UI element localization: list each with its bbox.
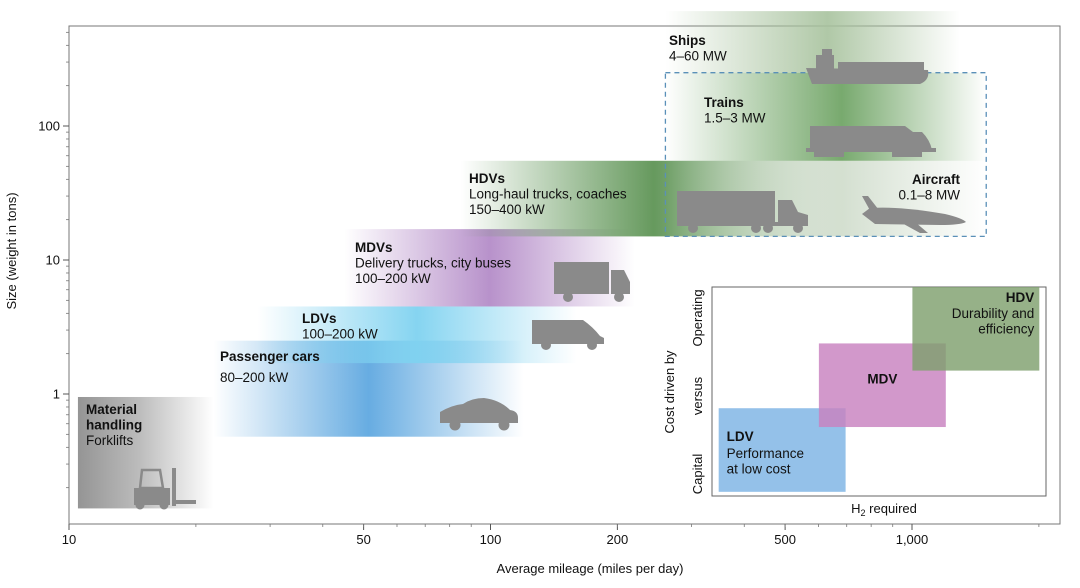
inset-y-low: Capital — [690, 454, 705, 495]
y-tick-label: 100 — [38, 119, 60, 134]
mdv-subtitle-line: 100–200 kW — [355, 271, 431, 286]
ships-title-line: Ships — [669, 33, 706, 48]
inset-y-mid: versus — [690, 376, 705, 415]
car-icon — [440, 398, 518, 431]
x-tick-label: 500 — [774, 532, 796, 547]
aircraft-subtitle-line: 0.1–8 MW — [898, 188, 960, 203]
inset-ldv-line: at low cost — [727, 462, 791, 477]
box-truck-icon — [554, 262, 630, 302]
aircraft-title-line: Aircraft — [912, 172, 961, 187]
x-axis-label: Average mileage (miles per day) — [497, 561, 684, 576]
material-subtitle-line: Forklifts — [86, 433, 134, 448]
y-tick-label: 1 — [53, 387, 60, 402]
inset-box-hdv — [912, 287, 1040, 371]
inset-hdv-line: efficiency — [978, 322, 1034, 337]
x-tick-label: 10 — [62, 532, 76, 547]
airplane-icon — [862, 196, 966, 233]
trains-title-line: Trains — [704, 95, 744, 110]
hdv-subtitle-line: 150–400 kW — [469, 202, 545, 217]
x-tick-label: 100 — [480, 532, 502, 547]
y-tick-label: 10 — [46, 253, 60, 268]
forklift-icon — [134, 468, 196, 510]
passenger-subtitle-line: 80–200 kW — [220, 370, 289, 385]
inset-hdv-line: Durability and — [952, 306, 1035, 321]
locomotive-icon — [806, 126, 936, 157]
inset-y-label: Cost driven by — [662, 350, 677, 434]
mdv-title-line: MDVs — [355, 240, 393, 255]
ldv-subtitle-line: 100–200 kW — [302, 327, 378, 342]
band-ldv — [257, 306, 577, 364]
passenger-title-line: Passenger cars — [220, 349, 320, 364]
inset-hdv-title: HDV — [1006, 290, 1035, 305]
hdv-title-line: HDVs — [469, 171, 505, 186]
ships-subtitle-line: 4–60 MW — [669, 49, 727, 64]
inset-ldv-line: Performance — [727, 446, 804, 461]
axes: 10 50 100 200 500 1,000 1 10 100 Average mileage … — [4, 31, 1040, 576]
vehicle-icons — [134, 49, 966, 510]
inset-x-label: H2 required — [851, 501, 917, 518]
van-icon — [532, 320, 604, 350]
hdv-subtitle-line: Long-haul trucks, coaches — [469, 187, 627, 202]
inset-y-high: Operating — [690, 289, 705, 346]
inset-mdv-title: MDV — [867, 371, 897, 386]
material-title-line: handling — [86, 418, 142, 433]
x-tick-label: 1,000 — [896, 532, 929, 547]
mdv-subtitle-line: Delivery trucks, city buses — [355, 256, 511, 271]
y-axis-label: Size (weight in tons) — [4, 192, 19, 309]
plot-frame — [68, 25, 1061, 525]
x-tick-label: 50 — [356, 532, 370, 547]
semi-truck-icon — [677, 191, 808, 233]
x-tick-label: 200 — [607, 532, 629, 547]
ship-icon — [806, 49, 929, 84]
trains-subtitle-line: 1.5–3 MW — [704, 111, 766, 126]
material-title-line: Material — [86, 402, 137, 417]
category-bands — [77, 11, 987, 509]
ldv-title-line: LDVs — [302, 311, 337, 326]
inset-ldv-title: LDV — [727, 429, 754, 444]
